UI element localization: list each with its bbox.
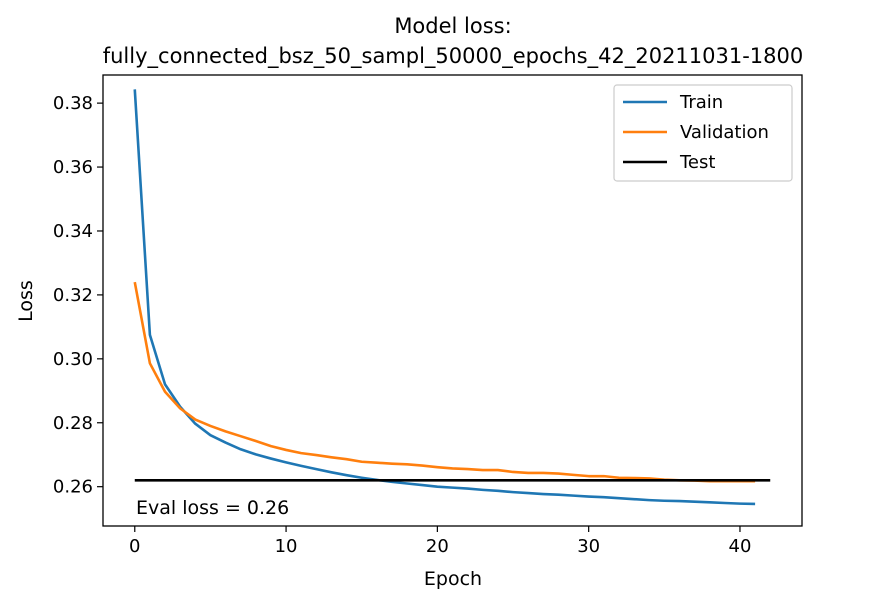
- legend-label-train: Train: [679, 92, 723, 113]
- y-tick-label: 0.32: [53, 285, 93, 306]
- y-tick-label: 0.26: [53, 477, 93, 498]
- chart-title-line2: fully_connected_bsz_50_sampl_50000_epoch…: [103, 44, 804, 69]
- y-tick-label: 0.30: [53, 349, 93, 370]
- y-tick-label: 0.38: [53, 93, 93, 114]
- y-tick-label: 0.36: [53, 157, 93, 178]
- x-tick-label: 30: [577, 536, 600, 557]
- x-tick-label: 40: [729, 536, 752, 557]
- legend-box: [613, 84, 793, 182]
- legend: Train Validation Test: [613, 84, 793, 182]
- validation-series-line: [133, 281, 756, 483]
- chart-title-line1: Model loss:: [394, 14, 511, 38]
- x-axis-label: Epoch: [424, 568, 482, 590]
- x-tick-label: 20: [426, 536, 449, 557]
- y-tick-label: 0.28: [53, 413, 93, 434]
- plot-area: 0 10 20 30 40 0.26 0.28 0.30 0.32 0.34 0.36 0.38: [53, 89, 771, 557]
- legend-label-test: Test: [679, 152, 715, 173]
- x-tick-label: 10: [275, 536, 298, 557]
- eval-loss-annotation: Eval loss = 0.26: [136, 497, 289, 519]
- axes-frame: [102, 74, 803, 527]
- x-tick-label: 0: [129, 536, 140, 557]
- y-axis-label: Loss: [15, 280, 37, 322]
- y-tick-label: 0.34: [53, 221, 93, 242]
- legend-label-validation: Validation: [680, 122, 769, 143]
- train-series-line: [133, 89, 756, 506]
